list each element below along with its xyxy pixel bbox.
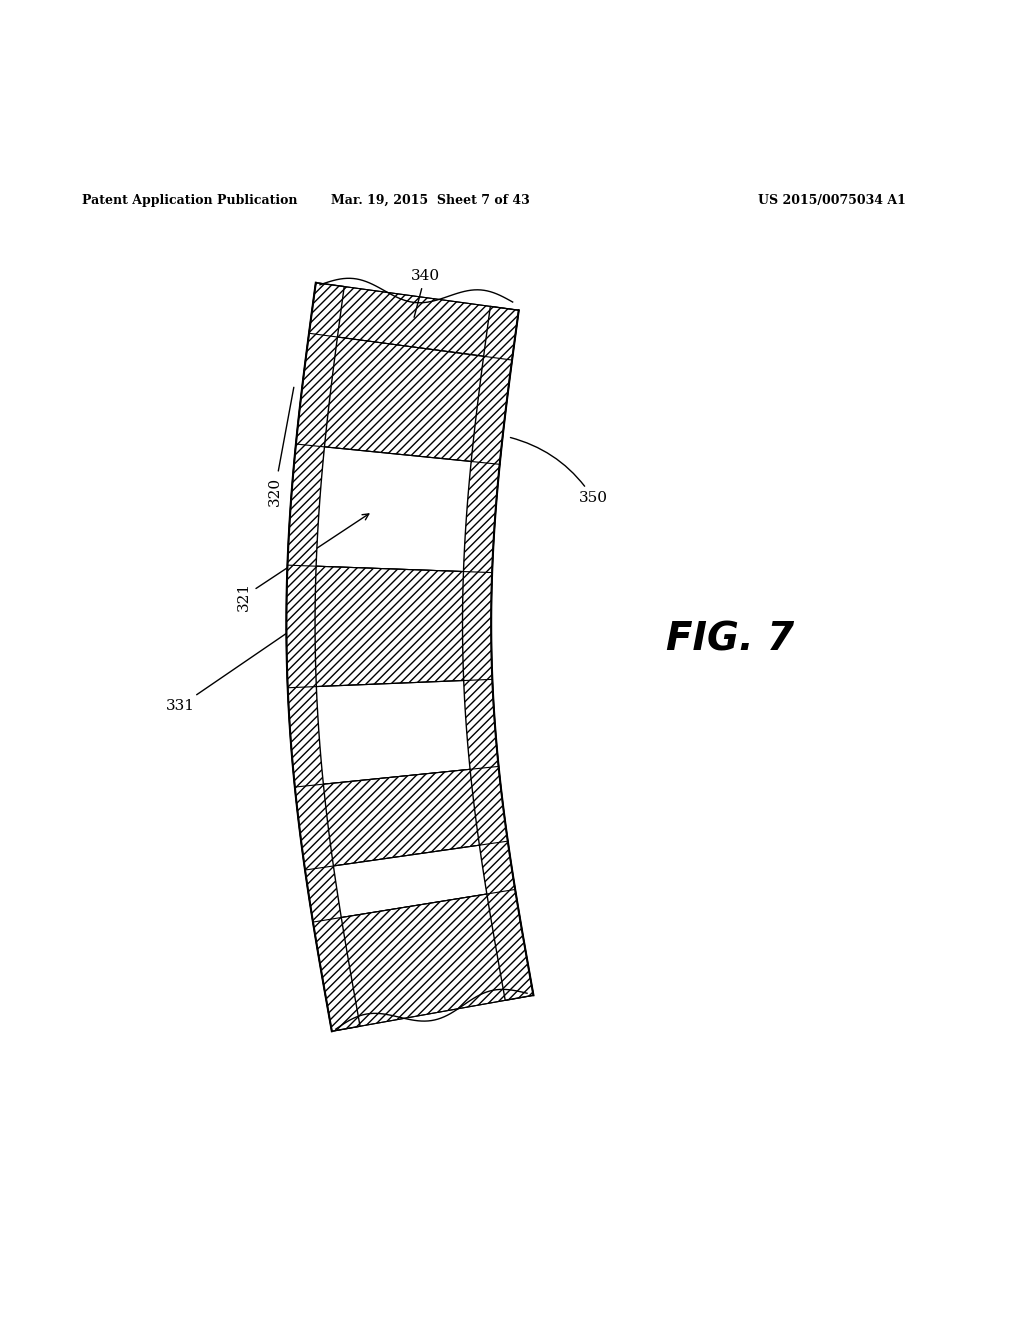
- Polygon shape: [313, 890, 534, 1031]
- Polygon shape: [287, 282, 360, 1031]
- Text: FIG. 7: FIG. 7: [666, 620, 794, 659]
- Polygon shape: [463, 306, 534, 1001]
- Polygon shape: [288, 680, 499, 787]
- Text: Patent Application Publication: Patent Application Publication: [82, 194, 297, 207]
- Polygon shape: [287, 565, 493, 688]
- Polygon shape: [288, 444, 500, 573]
- Text: 320: 320: [267, 387, 294, 506]
- Text: 321: 321: [237, 513, 369, 611]
- Polygon shape: [296, 333, 512, 465]
- Polygon shape: [305, 841, 515, 923]
- Text: 331: 331: [166, 628, 293, 713]
- Text: 350: 350: [510, 437, 607, 506]
- Text: Mar. 19, 2015  Sheet 7 of 43: Mar. 19, 2015 Sheet 7 of 43: [331, 194, 529, 207]
- Text: US 2015/0075034 A1: US 2015/0075034 A1: [758, 194, 905, 207]
- Polygon shape: [295, 767, 508, 870]
- Polygon shape: [309, 282, 519, 360]
- Text: 340: 340: [411, 269, 439, 317]
